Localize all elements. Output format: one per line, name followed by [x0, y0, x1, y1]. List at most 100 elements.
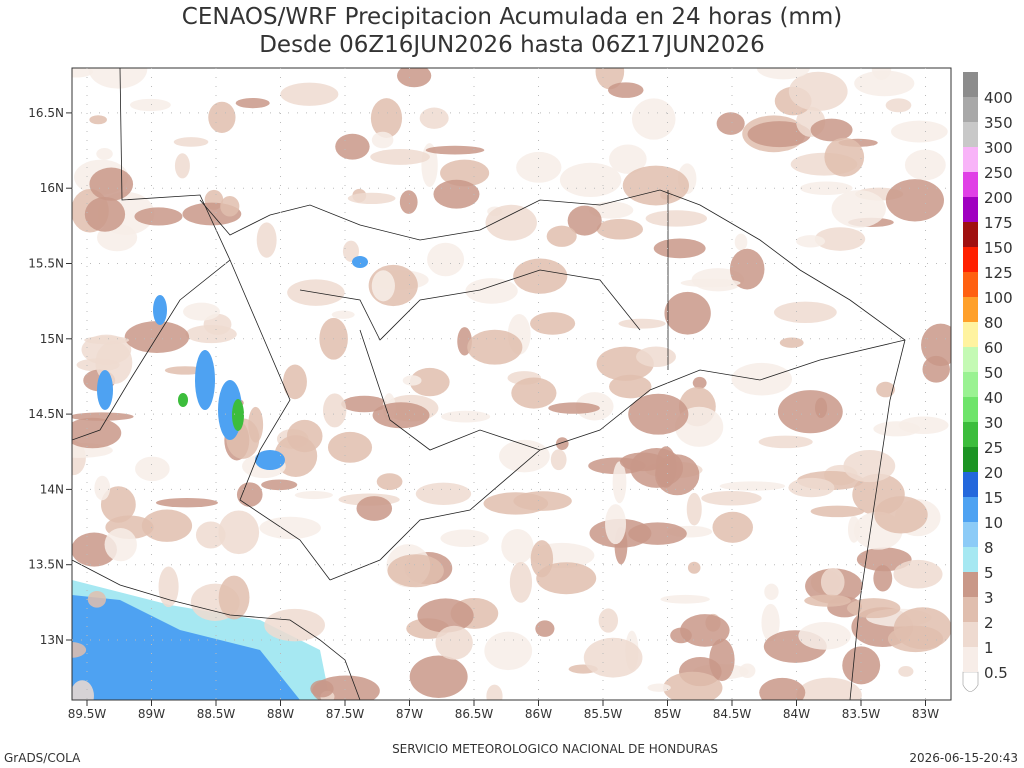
colorbar-label: 200 — [984, 189, 1013, 207]
rain-cell — [178, 393, 188, 407]
rain-cell — [716, 112, 745, 135]
colorbar-swatch — [963, 72, 978, 97]
colorbar-swatch — [963, 122, 978, 147]
colorbar-swatch — [963, 222, 978, 247]
rain-cell — [758, 435, 813, 449]
rain-cell — [636, 346, 676, 368]
rain-cell — [97, 370, 113, 410]
colorbar-label: 150 — [984, 239, 1013, 257]
rain-cell — [259, 516, 321, 540]
rain-cell — [89, 115, 107, 125]
rain-cell — [370, 149, 430, 165]
rain-cell — [764, 583, 779, 600]
rain-cell — [622, 165, 690, 206]
rain-cell — [876, 381, 895, 398]
rain-cell — [218, 575, 250, 620]
rain-cell — [843, 449, 896, 483]
rain-cell — [660, 594, 710, 604]
el-salvador-border — [229, 259, 331, 581]
rain-cell — [530, 312, 576, 335]
rain-cell — [96, 147, 113, 160]
colorbar-swatch — [963, 247, 978, 272]
lon-label: 88W — [267, 707, 294, 721]
rain-cell — [922, 355, 950, 383]
colorbar-swatch — [963, 197, 978, 222]
rain-cell — [513, 258, 568, 294]
rain-cell — [84, 336, 130, 345]
rain-cell — [387, 554, 444, 588]
rain-cell — [427, 242, 465, 277]
colorbar-label: 300 — [984, 139, 1013, 157]
rain-cell — [559, 162, 622, 198]
rain-cell — [342, 240, 360, 262]
rain-cell — [129, 98, 171, 112]
rain-cell — [134, 207, 183, 226]
colorbar-swatch — [963, 422, 978, 447]
rain-cell — [509, 561, 533, 603]
rain-cell — [183, 302, 221, 321]
rain-cell — [596, 218, 644, 240]
lon-label: 86W — [525, 707, 552, 721]
rain-cell — [800, 181, 853, 196]
rain-cell — [164, 366, 206, 375]
rain-cell — [399, 190, 418, 214]
colorbar-label: 2 — [984, 614, 994, 632]
colorbar-swatch — [963, 172, 978, 197]
colorbar-swatch — [963, 647, 978, 672]
rain-cell — [513, 491, 572, 511]
rain-cell — [433, 179, 480, 209]
rain-cell — [660, 190, 673, 200]
rain-cell — [712, 511, 753, 543]
colorbar-swatch — [963, 572, 978, 597]
rain-cell — [747, 121, 812, 148]
rain-cell — [104, 528, 137, 562]
rain-cell — [347, 192, 396, 205]
rain-cell — [236, 482, 263, 507]
footer-right: 2026-06-15-20:43 — [909, 751, 1018, 765]
subtitle-line: Desde 06Z16JUN2026 hasta 06Z17JUN2026 — [259, 32, 765, 58]
lat-label: 13.5N — [28, 558, 64, 572]
nicaragua-border — [329, 339, 906, 581]
rain-cell — [618, 318, 666, 329]
rain-cell — [628, 522, 687, 545]
colorbar-label: 15 — [984, 489, 1003, 507]
rain-cell — [798, 622, 851, 650]
rain-cell — [612, 461, 627, 504]
rain-cell — [94, 475, 111, 501]
rain-cell — [440, 159, 490, 187]
rain-cell — [555, 437, 569, 451]
rain-cell — [72, 417, 122, 449]
rain-cell — [195, 521, 226, 549]
lon-label: 88.5W — [197, 707, 236, 721]
rain-cell — [84, 196, 126, 232]
colorbar-label: 40 — [984, 389, 1003, 407]
colorbar-label: 30 — [984, 414, 1003, 432]
rain-cell — [435, 625, 473, 660]
rain-cell — [680, 278, 741, 288]
rain-cell — [680, 614, 730, 647]
lon-label: 85.5W — [584, 707, 623, 721]
colorbar-swatch — [963, 397, 978, 422]
rain-cell — [371, 270, 395, 302]
rain-cell — [232, 399, 244, 431]
dept-line — [359, 329, 541, 451]
rain-cell — [255, 450, 285, 470]
rain-cell — [286, 419, 323, 453]
rain-cell — [264, 608, 325, 642]
rain-cell — [854, 70, 915, 97]
colorbar-swatch — [963, 372, 978, 397]
rain-cell — [88, 68, 148, 89]
map-frame — [71, 67, 952, 701]
colorbar-swatch — [963, 322, 978, 347]
rain-cell — [583, 637, 643, 678]
rain-cell — [904, 149, 946, 181]
rain-cell — [548, 402, 600, 414]
lon-label: 83.5W — [842, 707, 881, 721]
caribbean-coast — [199, 189, 906, 700]
colorbar-swatch — [963, 147, 978, 172]
rain-cell — [842, 646, 881, 685]
rain-cell — [417, 598, 474, 633]
rain-cell — [609, 374, 652, 399]
rain-cell — [788, 477, 835, 498]
